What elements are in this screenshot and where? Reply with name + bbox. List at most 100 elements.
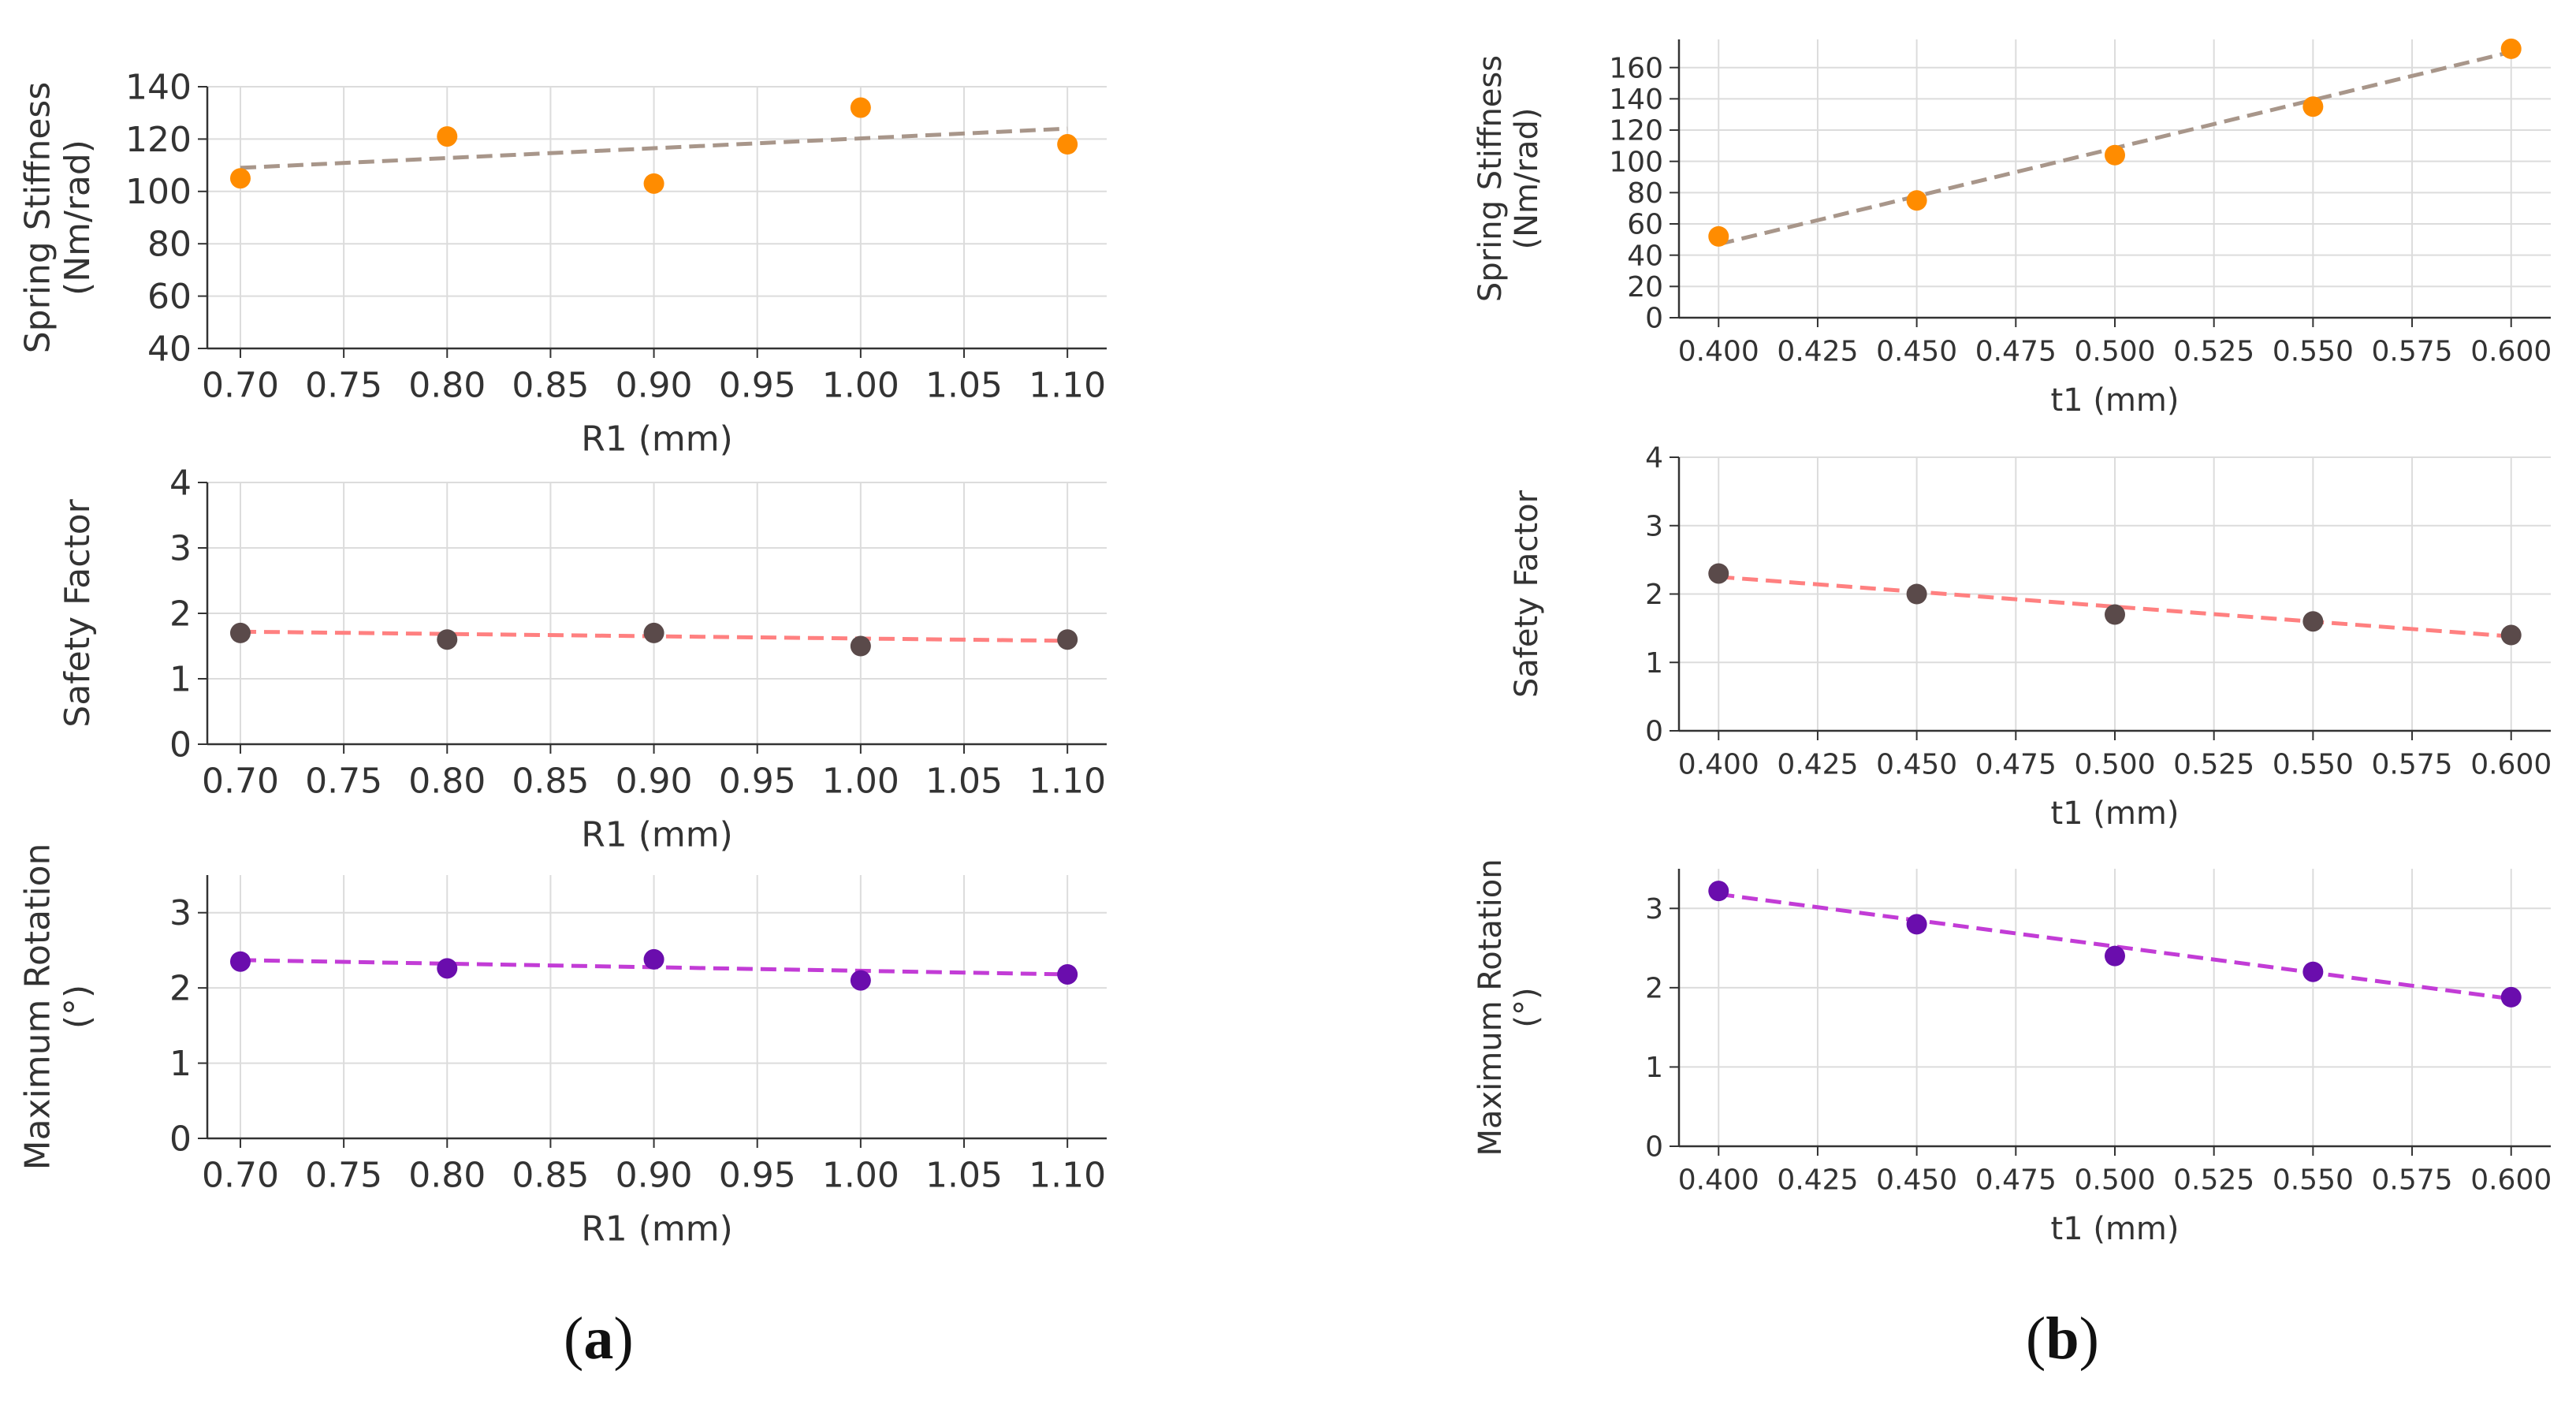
x-tick-label: 1.10 <box>1029 761 1106 801</box>
x-tick-label: 0.450 <box>1876 1164 1957 1197</box>
data-point <box>2105 604 2125 625</box>
x-tick-label: 0.500 <box>2074 749 2155 781</box>
data-point <box>1906 583 1927 605</box>
panel-label-open: ( <box>2026 1306 2046 1372</box>
trend-line <box>1718 575 2511 639</box>
data-point <box>1708 881 1729 902</box>
x-tick-label: 0.85 <box>512 365 589 405</box>
x-axis-label: t1 (mm) <box>2051 795 2180 832</box>
y-axis-label: Maximum Rotation <box>17 844 58 1171</box>
x-axis-label: R1 (mm) <box>581 1209 733 1249</box>
y-tick-label: 120 <box>1609 115 1663 147</box>
panel-label-letter: a <box>583 1306 614 1372</box>
x-tick-label: 0.575 <box>2372 749 2453 781</box>
y-tick-label: 1 <box>1645 1052 1663 1084</box>
x-tick-label: 0.425 <box>1777 1164 1858 1197</box>
x-tick-label: 0.525 <box>2173 1164 2254 1197</box>
panel-label-close: ) <box>613 1306 634 1372</box>
y-tick-label: 3 <box>169 893 192 933</box>
data-point <box>850 970 871 991</box>
data-point <box>643 173 664 194</box>
panel-label-open: ( <box>564 1306 584 1372</box>
y-tick-label: 3 <box>1645 510 1663 542</box>
y-tick-label: 20 <box>1627 271 1663 304</box>
data-point <box>437 958 458 979</box>
x-tick-label: 0.70 <box>202 761 279 801</box>
data-point <box>1708 225 1729 247</box>
x-tick-label: 1.05 <box>925 365 1003 405</box>
y-axis-label: Safety Factor <box>1509 490 1545 698</box>
x-tick-label: 0.90 <box>616 761 693 801</box>
y-tick-label: 60 <box>1627 209 1663 241</box>
data-point <box>1708 563 1729 584</box>
panel-label-a: (a) <box>564 1305 634 1373</box>
x-axis-label: t1 (mm) <box>2051 382 2180 419</box>
x-tick-label: 0.550 <box>2273 336 2354 368</box>
y-tick-label: 40 <box>147 329 192 369</box>
x-tick-label: 0.90 <box>616 1155 693 1195</box>
y-axis-label: (°) <box>1509 987 1545 1027</box>
x-tick-label: 0.75 <box>305 761 382 801</box>
x-tick-label: 1.05 <box>925 1155 1003 1195</box>
data-point <box>850 635 871 657</box>
x-tick-label: 1.10 <box>1029 1155 1106 1195</box>
x-tick-label: 1.00 <box>822 1155 899 1195</box>
chart-a-3: 0.70 0.75 0.80 0.85 0.90 0.95 1.00 1.05 1.10 0 1 2 3… <box>17 844 1107 1249</box>
x-tick-label: 0.400 <box>1678 1164 1759 1197</box>
x-tick-label: 0.600 <box>2470 749 2552 781</box>
x-tick-label: 0.550 <box>2273 1164 2354 1197</box>
data-point <box>2500 986 2522 1008</box>
x-tick-label: 0.80 <box>408 1155 486 1195</box>
data-point <box>1057 134 1078 155</box>
x-tick-label: 0.85 <box>512 761 589 801</box>
x-tick-label: 0.475 <box>1975 336 2057 368</box>
trend-line <box>240 126 1068 170</box>
x-axis-label: t1 (mm) <box>2051 1211 2180 1247</box>
data-point <box>229 622 251 643</box>
panel-label-b: (b) <box>2026 1305 2099 1373</box>
data-point <box>1057 963 1078 985</box>
data-point <box>2302 96 2324 117</box>
data-point <box>437 126 458 147</box>
x-tick-label: 0.575 <box>2372 336 2453 368</box>
y-tick-label: 0 <box>1645 303 1663 335</box>
x-tick-label: 0.500 <box>2074 1164 2155 1197</box>
y-tick-label: 60 <box>147 277 192 317</box>
x-tick-label: 1.00 <box>822 365 899 405</box>
x-tick-label: 0.500 <box>2074 336 2155 368</box>
data-point <box>643 622 664 643</box>
x-tick-label: 0.75 <box>305 365 382 405</box>
x-tick-label: 0.75 <box>305 1155 382 1195</box>
y-axis-label: Safety Factor <box>58 498 98 727</box>
y-tick-label: 160 <box>1609 52 1663 84</box>
x-axis-label: R1 (mm) <box>581 814 733 855</box>
x-tick-label: 0.475 <box>1975 1164 2057 1197</box>
y-tick-label: 80 <box>1627 177 1663 210</box>
data-point <box>229 168 251 189</box>
x-tick-label: 0.95 <box>719 365 796 405</box>
x-tick-label: 0.90 <box>616 365 693 405</box>
chart-b-3: 0.400 0.425 0.450 0.475 0.500 0.525 0.550 0.575… <box>1472 859 2552 1247</box>
y-tick-label: 0 <box>1645 716 1663 748</box>
x-tick-label: 0.425 <box>1777 749 1858 781</box>
panel-label-close: ) <box>2079 1306 2099 1372</box>
data-point <box>1906 190 1927 211</box>
x-tick-label: 0.475 <box>1975 749 2057 781</box>
trend-line <box>1718 892 2512 1001</box>
y-tick-label: 4 <box>1645 442 1663 475</box>
y-tick-label: 100 <box>125 172 192 212</box>
y-axis-label: (Nm/rad) <box>1509 108 1545 250</box>
data-point <box>2105 945 2125 967</box>
y-tick-label: 3 <box>169 528 192 568</box>
y-tick-label: 80 <box>147 225 192 265</box>
x-tick-label: 0.70 <box>202 365 279 405</box>
x-tick-label: 0.425 <box>1777 336 1858 368</box>
y-tick-label: 2 <box>169 969 192 1009</box>
chart-a-1: 0.70 0.75 0.80 0.85 0.90 0.95 1.00 1.05 1.10 40 60… <box>17 67 1107 459</box>
x-tick-label: 0.450 <box>1876 749 1957 781</box>
y-axis-label: (Nm/rad) <box>58 140 98 296</box>
y-tick-label: 2 <box>1645 972 1663 1004</box>
x-tick-label: 0.70 <box>202 1155 279 1195</box>
y-tick-label: 140 <box>1609 84 1663 116</box>
